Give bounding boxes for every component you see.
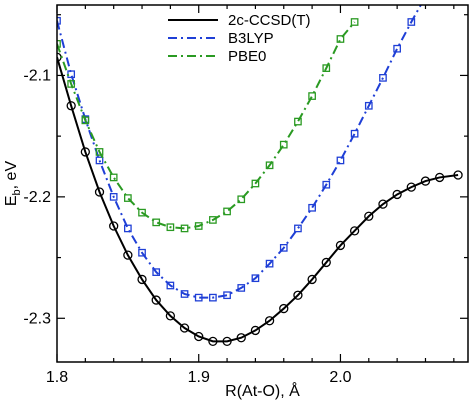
- data-point: [237, 284, 246, 292]
- y-tick-label: -2.1: [23, 67, 51, 84]
- data-point: [66, 101, 76, 111]
- data-point: [250, 325, 261, 336]
- data-point: [237, 195, 246, 204]
- data-point: [264, 316, 275, 326]
- data-point: [166, 281, 175, 290]
- data-point: [166, 223, 175, 232]
- data-point: [109, 173, 118, 182]
- data-point: [180, 224, 189, 233]
- y-axis-title-main: E: [3, 195, 20, 206]
- data-point: [57, 40, 61, 48]
- data-point: [322, 64, 331, 72]
- series-line: [57, 5, 422, 299]
- x-tick-label: 2.0: [329, 369, 351, 386]
- data-point: [335, 240, 346, 251]
- data-point: [393, 44, 401, 53]
- data-point: [208, 336, 218, 347]
- data-point: [265, 161, 274, 170]
- data-point: [406, 182, 416, 192]
- y-tick-label: -2.2: [23, 189, 51, 206]
- data-point: [123, 250, 133, 260]
- data-point: [407, 18, 416, 26]
- legend-label: B3LYP: [228, 30, 274, 47]
- y-tick-label: -2.3: [23, 310, 51, 327]
- plot-frame: [56, 4, 469, 363]
- data-point: [378, 199, 388, 209]
- plot-area: [57, 5, 463, 347]
- y-axis-title-tail: , eV: [3, 161, 20, 190]
- data-point: [435, 172, 445, 183]
- data-point: [379, 74, 387, 82]
- data-point: [194, 222, 203, 230]
- data-point: [179, 323, 190, 333]
- data-point: [95, 148, 104, 156]
- data-point: [308, 92, 316, 100]
- data-point: [350, 129, 359, 138]
- data-point: [364, 211, 374, 221]
- data-point: [251, 274, 260, 283]
- data-point: [138, 208, 146, 217]
- data-point: [80, 147, 90, 157]
- data-point: [222, 336, 232, 347]
- data-point: [152, 218, 161, 227]
- x-axis-title: R(At-O), Å: [225, 381, 300, 400]
- data-point: [322, 180, 331, 189]
- data-point: [138, 248, 146, 257]
- data-point: [350, 18, 359, 26]
- data-point: [165, 311, 176, 321]
- data-point: [453, 170, 463, 180]
- series-line: [57, 21, 356, 230]
- data-point: [109, 193, 118, 201]
- series-line: [57, 56, 459, 343]
- data-point: [81, 116, 90, 125]
- y-axis-title: Eb, eV: [3, 161, 23, 207]
- data-point: [124, 194, 132, 202]
- data-point: [109, 221, 119, 231]
- data-point: [307, 274, 317, 285]
- data-point: [151, 295, 161, 305]
- x-tick-label: 1.8: [46, 369, 68, 386]
- data-point: [321, 257, 331, 268]
- data-point: [152, 268, 161, 276]
- data-point: [279, 244, 288, 252]
- data-point: [236, 333, 246, 343]
- data-point: [279, 303, 289, 314]
- data-point: [279, 140, 288, 149]
- data-point: [209, 293, 217, 302]
- data-point: [209, 216, 217, 224]
- data-point: [223, 207, 231, 216]
- data-point: [194, 293, 203, 302]
- series-pbe0: [57, 18, 359, 233]
- data-point: [336, 156, 345, 165]
- legend-label: 2c-CCSD(T): [228, 12, 311, 29]
- legend-label: PBE0: [228, 48, 266, 65]
- data-point: [308, 203, 316, 212]
- data-point: [251, 179, 260, 188]
- data-point: [95, 156, 104, 165]
- data-point: [223, 291, 231, 300]
- data-point: [294, 117, 302, 126]
- data-point: [137, 274, 147, 285]
- data-point: [124, 224, 132, 233]
- data-point: [194, 331, 204, 342]
- data-point: [364, 101, 373, 110]
- data-point: [392, 189, 402, 200]
- data-point: [349, 226, 360, 236]
- series-2c-ccsd-t-: [57, 52, 463, 347]
- data-point: [420, 176, 431, 186]
- data-point: [265, 259, 274, 268]
- x-tick-label: 1.9: [188, 369, 210, 386]
- data-point: [180, 290, 189, 298]
- data-point: [293, 290, 303, 300]
- data-point: [294, 224, 302, 233]
- series-b3lyp: [57, 5, 422, 302]
- data-point: [336, 35, 345, 43]
- data-point: [67, 80, 76, 88]
- y-axis-title-subscript: b: [11, 189, 23, 195]
- data-point: [57, 16, 61, 25]
- data-point: [94, 187, 105, 197]
- axes: 1.8 1.9 2.0 -2.1 -2.2 -2.3: [23, 4, 469, 386]
